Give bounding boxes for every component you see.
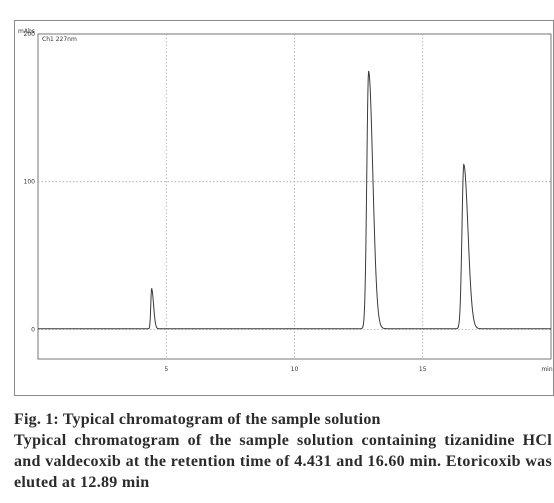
y-axis-ticks: 0 100 200	[24, 31, 36, 333]
y-tick-label: 100	[24, 179, 36, 186]
figure-caption: Fig. 1: Typical chromatogram of the samp…	[14, 409, 552, 493]
x-axis-ticks: 5 10 15 min	[164, 366, 553, 373]
chromatogram-chart: 0 100 200 5 10 15 min mAbs Ch1 227nm	[18, 28, 553, 373]
x-tick-label: 5	[164, 366, 168, 373]
caption-body: Typical chromatogram of the sample solut…	[14, 432, 552, 491]
peak-apex-3	[463, 164, 465, 166]
x-tick-label: 10	[291, 366, 299, 373]
x-tick-label: min	[541, 366, 553, 373]
y-tick-label: 200	[24, 31, 36, 38]
caption-title: Fig. 1: Typical chromatogram of the samp…	[14, 411, 381, 428]
legend-label: Ch1 227nm	[42, 36, 77, 43]
y-axis-label: mAbs	[18, 28, 35, 35]
peak-apex-1	[151, 288, 153, 290]
chromatogram-trace	[38, 70, 551, 330]
x-tick-label: 15	[419, 366, 427, 373]
peak-markers	[151, 71, 465, 290]
peak-apex-2	[368, 71, 370, 73]
y-tick-label: 0	[31, 326, 35, 333]
